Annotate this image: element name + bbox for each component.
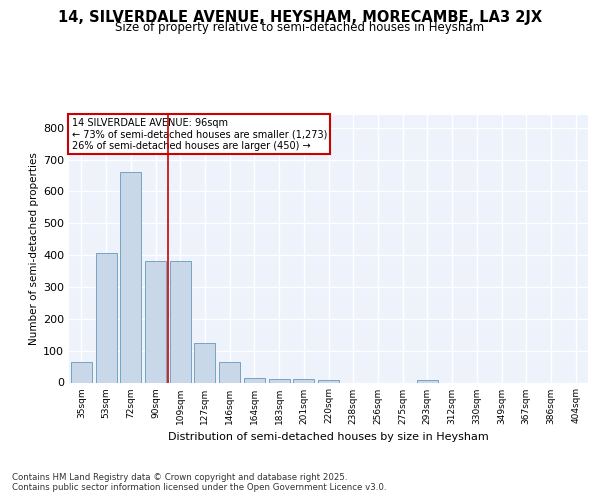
Bar	[145, 262, 166, 382]
Bar	[293, 380, 314, 382]
Bar	[417, 380, 438, 382]
Text: 14 SILVERDALE AVENUE: 96sqm
← 73% of semi-detached houses are smaller (1,273)
26: 14 SILVERDALE AVENUE: 96sqm ← 73% of sem…	[71, 118, 327, 151]
X-axis label: Distribution of semi-detached houses by size in Heysham: Distribution of semi-detached houses by …	[168, 432, 489, 442]
Y-axis label: Number of semi-detached properties: Number of semi-detached properties	[29, 152, 39, 345]
Text: 14, SILVERDALE AVENUE, HEYSHAM, MORECAMBE, LA3 2JX: 14, SILVERDALE AVENUE, HEYSHAM, MORECAMB…	[58, 10, 542, 25]
Bar	[244, 378, 265, 382]
Bar	[318, 380, 339, 382]
Bar	[219, 362, 240, 382]
Bar	[170, 262, 191, 382]
Bar	[269, 380, 290, 382]
Bar	[71, 362, 92, 382]
Text: Contains public sector information licensed under the Open Government Licence v3: Contains public sector information licen…	[12, 484, 386, 492]
Text: Size of property relative to semi-detached houses in Heysham: Size of property relative to semi-detach…	[115, 22, 485, 35]
Bar	[194, 342, 215, 382]
Text: Contains HM Land Registry data © Crown copyright and database right 2025.: Contains HM Land Registry data © Crown c…	[12, 472, 347, 482]
Bar	[120, 172, 141, 382]
Bar	[95, 253, 116, 382]
